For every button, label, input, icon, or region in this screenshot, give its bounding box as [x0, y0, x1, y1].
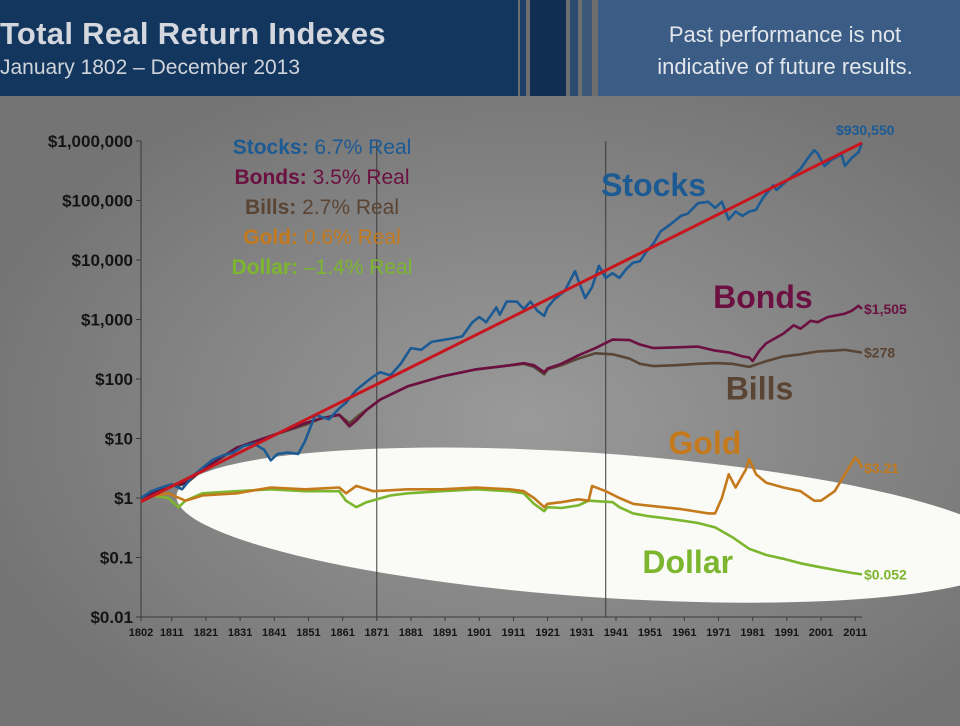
x-tick-label: 1871	[365, 627, 389, 639]
x-tick-label: 1911	[502, 627, 526, 639]
x-tick-label: 1821	[194, 627, 218, 639]
y-tick-label: $10	[105, 430, 133, 449]
disclaimer-line-1: Past performance is not	[668, 22, 902, 47]
chart-subtitle: January 1802 – December 2013	[0, 56, 301, 79]
title-panel	[0, 0, 518, 96]
legend-rate: 3.5% Real	[313, 166, 410, 189]
y-tick-label: $10,000	[72, 251, 133, 270]
x-tick-label: 1961	[672, 627, 696, 639]
series-label-bills: Bills	[726, 371, 794, 407]
legend-name: Gold:	[243, 226, 304, 249]
header-stripe	[530, 0, 566, 96]
return-index-chart: $1,000,000 $100,000 $10,000 $1,000 $100 $10 $1…	[0, 96, 960, 726]
header-banner: Total Real Return Indexes January 1802 –…	[0, 0, 960, 96]
legend-name: Bonds:	[234, 166, 312, 189]
series-line-stocks	[140, 142, 864, 500]
series-label-bonds: Bonds	[713, 279, 813, 315]
legend-entry-4: Dollar: –1.4% Real	[232, 256, 413, 279]
x-tick-label: 1841	[262, 627, 286, 639]
x-tick-label: 1891	[433, 627, 457, 639]
disclaimer: Past performance is not indicative of fu…	[620, 19, 950, 83]
legend-entry-3: Gold: 0.6% Real	[243, 226, 401, 249]
x-tick-label: 1802	[129, 627, 153, 639]
x-tick-label: 1971	[706, 627, 730, 639]
header-stripe	[570, 0, 578, 96]
series-end-value-stocks: $930,550	[836, 122, 895, 138]
legend-name: Dollar:	[232, 256, 304, 279]
series-label-gold: Gold	[668, 425, 741, 461]
legend-entry-1: Bonds: 3.5% Real	[234, 166, 409, 189]
header-stripe	[582, 0, 592, 96]
chart-title: Total Real Return Indexes	[0, 16, 386, 51]
series-label-stocks: Stocks	[601, 167, 706, 203]
legend-name: Bills:	[245, 196, 302, 219]
x-tick-label: 1991	[775, 627, 799, 639]
x-tick-label: 1931	[570, 627, 594, 639]
x-tick-label: 1981	[740, 627, 764, 639]
disclaimer-panel	[598, 0, 960, 96]
disclaimer-line-2: indicative of future results.	[657, 54, 913, 79]
series-end-value-dollar: $0.052	[864, 566, 907, 582]
series-end-value-bonds: $1,505	[864, 301, 907, 317]
series-line-gold	[140, 456, 864, 515]
y-tick-label: $0.1	[100, 549, 133, 568]
x-tick-label: 2011	[843, 627, 867, 639]
y-tick-label: $0.01	[90, 608, 133, 627]
legend-rate: 6.7% Real	[314, 136, 411, 159]
y-tick-label: $100	[95, 370, 133, 389]
series-end-value-bills: $278	[864, 345, 895, 361]
legend-entry-2: Bills: 2.7% Real	[245, 196, 399, 219]
series-end-value-gold: $3.21	[864, 460, 899, 476]
chart-background	[0, 96, 960, 726]
stocks-trend-line	[140, 141, 863, 503]
header-stripe	[520, 0, 526, 96]
legend-name: Stocks:	[233, 136, 315, 159]
y-tick-label: $1,000,000	[48, 132, 133, 151]
y-tick-label: $1,000	[81, 311, 133, 330]
y-tick-label: $100,000	[62, 192, 133, 211]
legend-entry-0: Stocks: 6.7% Real	[233, 136, 412, 159]
x-tick-label: 1881	[399, 627, 423, 639]
legend-rate: 0.6% Real	[304, 226, 401, 249]
x-tick-label: 2001	[809, 627, 833, 639]
x-tick-label: 1861	[330, 627, 354, 639]
x-tick-label: 1941	[604, 627, 628, 639]
legend-rate: 2.7% Real	[302, 196, 399, 219]
x-tick-label: 1901	[467, 627, 491, 639]
legend-rate: –1.4% Real	[304, 256, 413, 279]
x-tick-label: 1831	[228, 627, 252, 639]
x-tick-label: 1811	[160, 627, 184, 639]
y-tick-label: $1	[114, 489, 133, 508]
series-label-dollar: Dollar	[642, 544, 733, 580]
x-tick-label: 1921	[535, 627, 559, 639]
x-tick-label: 1851	[296, 627, 320, 639]
x-tick-label: 1951	[638, 627, 662, 639]
